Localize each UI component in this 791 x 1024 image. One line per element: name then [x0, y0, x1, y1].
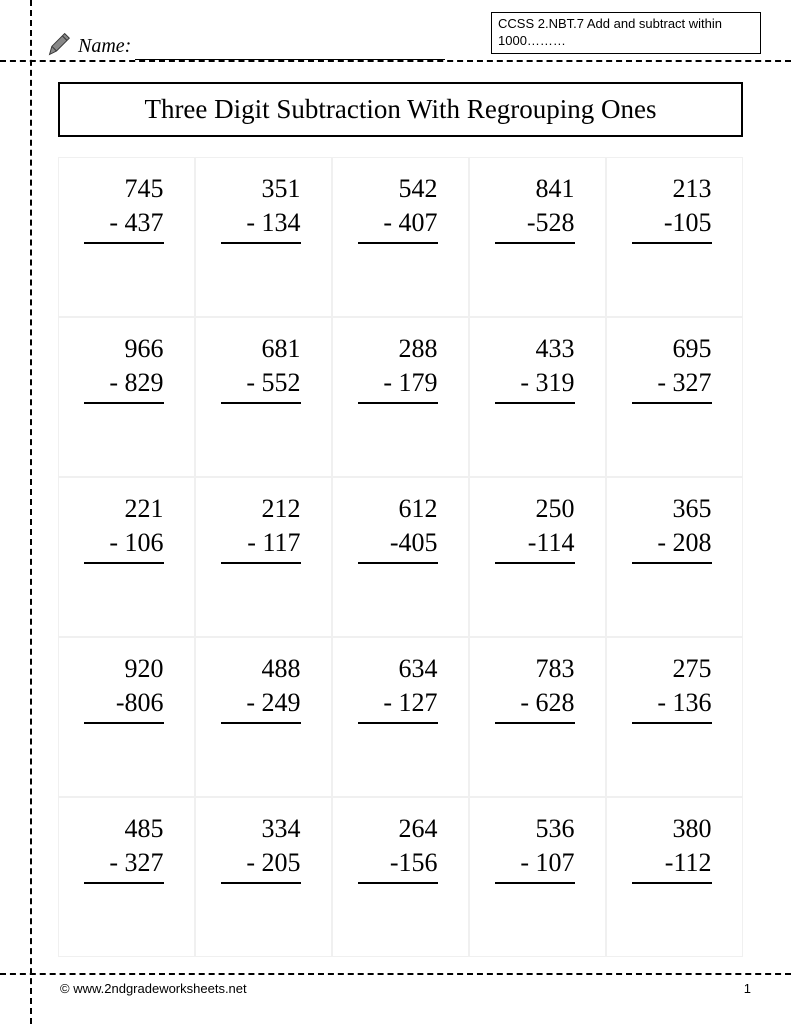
minuend: 695: [632, 332, 712, 366]
subtrahend: -806: [84, 686, 164, 724]
subtrahend: -405: [358, 526, 438, 564]
problem-cell: 334- 205: [195, 797, 332, 957]
minuend: 212: [221, 492, 301, 526]
minuend: 365: [632, 492, 712, 526]
problem-cell: 695- 327: [606, 317, 743, 477]
subtrahend: - 327: [84, 846, 164, 884]
crop-guide-left: [30, 0, 32, 1024]
subtrahend: - 117: [221, 526, 301, 564]
subtrahend: - 628: [495, 686, 575, 724]
worksheet-title: Three Digit Subtraction With Regrouping …: [58, 82, 743, 137]
subtrahend: -105: [632, 206, 712, 244]
copyright-footer: © www.2ndgradeworksheets.net: [60, 981, 247, 996]
subtrahend: - 136: [632, 686, 712, 724]
subtrahend: - 205: [221, 846, 301, 884]
problem-cell: 542- 407: [332, 157, 469, 317]
problem-cell: 681- 552: [195, 317, 332, 477]
minuend: 275: [632, 652, 712, 686]
problem-cell: 250-114: [469, 477, 606, 637]
subtrahend: -528: [495, 206, 575, 244]
problem-cell: 433- 319: [469, 317, 606, 477]
minuend: 920: [84, 652, 164, 686]
problem-cell: 221- 106: [58, 477, 195, 637]
minuend: 783: [495, 652, 575, 686]
minuend: 433: [495, 332, 575, 366]
problem-cell: 634- 127: [332, 637, 469, 797]
subtrahend: - 249: [221, 686, 301, 724]
problem-cell: 380-112: [606, 797, 743, 957]
subtrahend: - 327: [632, 366, 712, 404]
problems-grid: 745- 437351- 134542- 407841-528213-10596…: [58, 157, 743, 957]
subtrahend: - 179: [358, 366, 438, 404]
subtrahend: -114: [495, 526, 575, 564]
problem-cell: 213-105: [606, 157, 743, 317]
minuend: 634: [358, 652, 438, 686]
problem-cell: 351- 134: [195, 157, 332, 317]
minuend: 221: [84, 492, 164, 526]
subtrahend: - 319: [495, 366, 575, 404]
problem-cell: 745- 437: [58, 157, 195, 317]
problem-cell: 288- 179: [332, 317, 469, 477]
subtrahend: -112: [632, 846, 712, 884]
problem-cell: 488- 249: [195, 637, 332, 797]
minuend: 488: [221, 652, 301, 686]
minuend: 536: [495, 812, 575, 846]
minuend: 681: [221, 332, 301, 366]
crop-guide-bottom: [0, 973, 791, 975]
subtrahend: -156: [358, 846, 438, 884]
minuend: 841: [495, 172, 575, 206]
minuend: 745: [84, 172, 164, 206]
subtrahend: - 208: [632, 526, 712, 564]
subtrahend: - 107: [495, 846, 575, 884]
worksheet-content: Three Digit Subtraction With Regrouping …: [30, 60, 761, 957]
minuend: 334: [221, 812, 301, 846]
problem-cell: 264-156: [332, 797, 469, 957]
minuend: 966: [84, 332, 164, 366]
subtrahend: - 552: [221, 366, 301, 404]
minuend: 612: [358, 492, 438, 526]
problem-cell: 365- 208: [606, 477, 743, 637]
subtrahend: - 829: [84, 366, 164, 404]
minuend: 380: [632, 812, 712, 846]
problem-cell: 783- 628: [469, 637, 606, 797]
problem-cell: 966- 829: [58, 317, 195, 477]
name-input-line[interactable]: [135, 40, 445, 60]
subtrahend: - 437: [84, 206, 164, 244]
page-number: 1: [744, 981, 751, 996]
subtrahend: - 407: [358, 206, 438, 244]
problem-cell: 275- 136: [606, 637, 743, 797]
minuend: 351: [221, 172, 301, 206]
standard-box: CCSS 2.NBT.7 Add and subtract within 100…: [491, 12, 761, 54]
problem-cell: 920-806: [58, 637, 195, 797]
problem-cell: 212- 117: [195, 477, 332, 637]
pencil-icon: [46, 30, 74, 58]
minuend: 542: [358, 172, 438, 206]
minuend: 264: [358, 812, 438, 846]
minuend: 250: [495, 492, 575, 526]
problem-cell: 841-528: [469, 157, 606, 317]
minuend: 485: [84, 812, 164, 846]
name-label: Name:: [78, 35, 131, 60]
crop-guide-top: [0, 60, 791, 62]
problem-cell: 485- 327: [58, 797, 195, 957]
minuend: 288: [358, 332, 438, 366]
subtrahend: - 106: [84, 526, 164, 564]
subtrahend: - 134: [221, 206, 301, 244]
problem-cell: 612-405: [332, 477, 469, 637]
subtrahend: - 127: [358, 686, 438, 724]
minuend: 213: [632, 172, 712, 206]
problem-cell: 536- 107: [469, 797, 606, 957]
